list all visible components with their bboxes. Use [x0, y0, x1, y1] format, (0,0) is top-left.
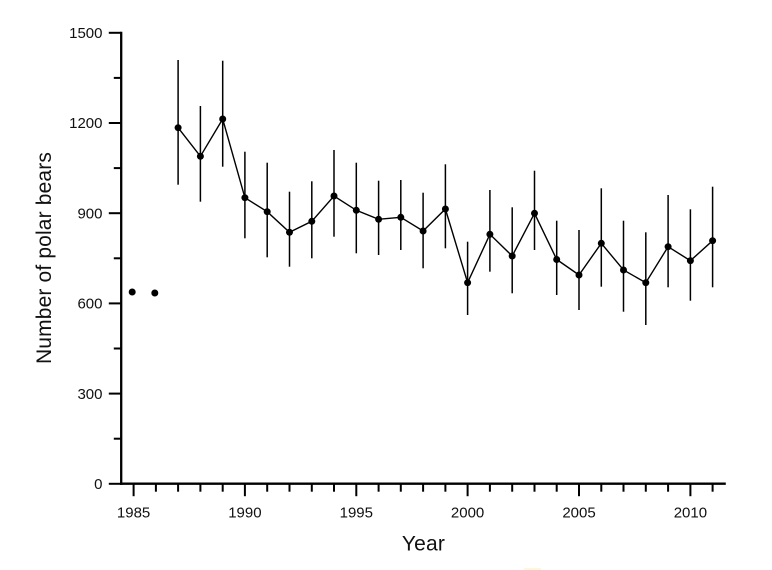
svg-text:900: 900: [77, 205, 102, 222]
svg-text:300: 300: [77, 386, 102, 403]
svg-text:2000: 2000: [451, 505, 484, 522]
svg-text:1985: 1985: [117, 505, 150, 522]
svg-text:1995: 1995: [340, 505, 373, 522]
svg-text:Year: Year: [402, 532, 445, 555]
svg-text:600: 600: [77, 296, 102, 313]
svg-text:1990: 1990: [228, 505, 261, 522]
svg-text:0: 0: [94, 476, 102, 493]
svg-text:2010: 2010: [674, 505, 707, 522]
svg-text:1200: 1200: [69, 115, 102, 132]
svg-text:Number of polar bears: Number of polar bears: [33, 152, 56, 364]
svg-text:2005: 2005: [562, 505, 595, 522]
svg-text:1500: 1500: [69, 25, 102, 42]
